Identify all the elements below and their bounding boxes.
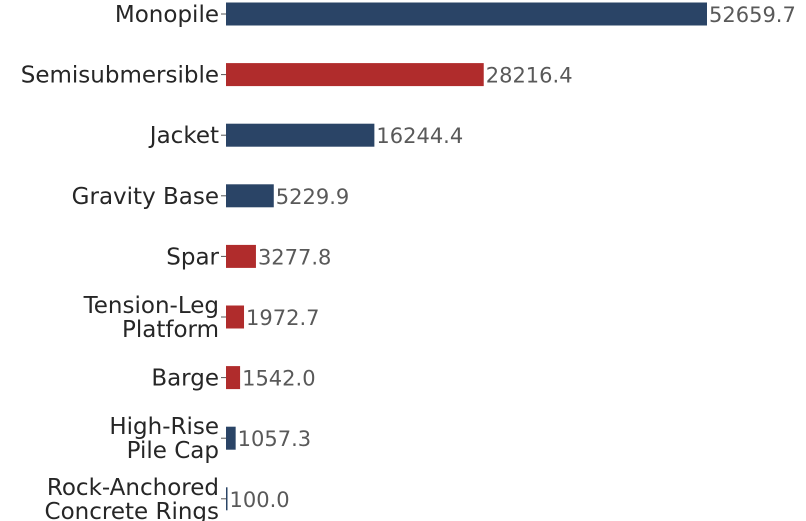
value-label: 3277.8 — [258, 245, 331, 269]
value-label: 52659.7 — [709, 3, 796, 27]
value-label: 16244.4 — [376, 124, 463, 148]
bar-7 — [226, 426, 236, 450]
bar-6 — [226, 366, 241, 390]
bar-1 — [226, 63, 484, 87]
bar-4 — [226, 244, 256, 268]
value-label: 28216.4 — [486, 64, 573, 88]
category-label: Semisubmersible — [21, 63, 219, 89]
bar-5 — [226, 305, 245, 329]
category-label: Spar — [166, 244, 219, 270]
bar-3 — [226, 184, 274, 208]
category-label: Tension-Leg Platform — [83, 293, 219, 343]
category-label: Rock-Anchored Concrete Rings — [45, 475, 219, 521]
category-label: Barge — [151, 366, 219, 392]
category-label: High-Rise Pile Cap — [109, 414, 219, 464]
bar-8 — [226, 487, 228, 511]
value-label: 5229.9 — [276, 185, 349, 209]
category-label: Gravity Base — [72, 184, 219, 210]
category-label: Jacket — [148, 123, 219, 149]
bar-2 — [226, 123, 375, 147]
category-label: Monopile — [115, 2, 219, 28]
value-label: 1972.7 — [246, 306, 319, 330]
bar-0 — [226, 2, 707, 26]
value-label: 1542.0 — [242, 367, 315, 391]
value-label: 1057.3 — [238, 427, 311, 451]
value-label: 100.0 — [230, 488, 290, 512]
